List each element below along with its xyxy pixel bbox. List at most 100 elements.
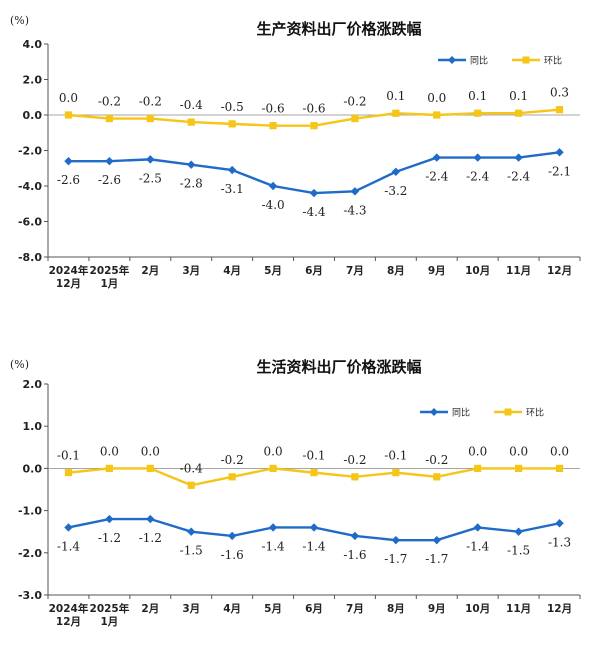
data-point-mom xyxy=(351,114,359,123)
data-label-yoy: -1.2 xyxy=(139,531,162,545)
data-label-yoy: -1.4 xyxy=(57,539,81,553)
x-tick-label: 7月 xyxy=(346,265,364,277)
data-label-yoy: -1.4 xyxy=(262,539,286,553)
chart-title: 生活资料出厂价格涨跌幅 xyxy=(256,358,421,376)
data-label-mom: 0.1 xyxy=(468,89,487,103)
data-point-mom xyxy=(146,464,154,472)
data-point-yoy xyxy=(432,535,441,545)
data-label-yoy: -2.6 xyxy=(57,173,80,187)
data-point-mom xyxy=(555,464,564,472)
y-unit-label: (%) xyxy=(10,358,29,371)
data-point-mom xyxy=(310,122,318,130)
y-unit-label: (%) xyxy=(10,14,29,27)
data-label-yoy: -1.5 xyxy=(180,544,203,558)
data-point-mom xyxy=(269,464,277,472)
data-point-yoy xyxy=(105,156,114,166)
y-tick-label: -8.0 xyxy=(18,251,42,264)
data-label-mom: -0.6 xyxy=(262,102,285,116)
data-label-yoy: -1.3 xyxy=(548,535,571,549)
data-point-yoy xyxy=(227,531,237,541)
data-label-yoy: -1.6 xyxy=(221,548,244,562)
data-point-mom xyxy=(187,481,195,489)
x-tick-label: 5月 xyxy=(264,603,282,615)
data-point-yoy xyxy=(309,523,319,532)
y-tick-label: 0.0 xyxy=(23,462,43,475)
data-point-yoy xyxy=(187,527,196,536)
legend-marker-diamond xyxy=(448,56,456,64)
data-label-mom: 0.1 xyxy=(386,89,405,103)
legend-marker-square xyxy=(504,408,512,416)
data-label-mom: 0.0 xyxy=(509,444,528,458)
data-label-mom: -0.1 xyxy=(302,449,325,463)
x-tick-label: 2025年 xyxy=(90,264,130,277)
data-label-mom: -0.5 xyxy=(221,100,244,114)
x-tick-label: 2024年 xyxy=(49,264,89,277)
data-point-mom xyxy=(64,111,73,119)
data-point-yoy xyxy=(473,153,482,162)
data-point-yoy xyxy=(432,153,441,162)
data-point-yoy xyxy=(555,148,564,157)
y-tick-label: -1.0 xyxy=(18,505,42,518)
data-label-yoy: -2.4 xyxy=(507,170,531,184)
data-point-mom xyxy=(146,114,154,123)
data-point-mom xyxy=(433,111,441,119)
y-tick-label: 4.0 xyxy=(23,38,43,51)
data-point-mom xyxy=(105,464,113,472)
data-point-mom xyxy=(64,469,73,477)
y-tick-label: -4.0 xyxy=(18,180,42,193)
x-tick-label: 11月 xyxy=(506,265,531,277)
x-tick-label: 5月 xyxy=(264,265,282,277)
data-label-yoy: -1.4 xyxy=(302,539,326,553)
chart-title: 生产资料出厂价格涨跌幅 xyxy=(256,20,421,38)
data-label-mom: 0.0 xyxy=(59,91,78,105)
data-label-yoy: -3.1 xyxy=(221,182,244,196)
data-label-mom: -0.2 xyxy=(425,453,448,467)
data-label-mom: 0.0 xyxy=(100,444,119,458)
data-point-yoy xyxy=(268,523,278,532)
data-label-yoy: -2.4 xyxy=(466,170,490,184)
y-tick-label: 2.0 xyxy=(23,378,43,391)
data-point-mom xyxy=(433,473,441,481)
data-point-yoy xyxy=(309,188,319,198)
data-label-yoy: -2.8 xyxy=(180,177,203,191)
y-tick-label: 1.0 xyxy=(23,420,43,433)
x-tick-label: 10月 xyxy=(465,603,490,615)
x-tick-label: 6月 xyxy=(305,265,323,277)
data-point-yoy xyxy=(187,160,196,169)
data-point-yoy xyxy=(514,527,523,536)
data-point-yoy xyxy=(391,167,401,176)
data-label-yoy: -1.4 xyxy=(466,539,490,553)
data-point-mom xyxy=(474,109,482,117)
data-point-yoy xyxy=(514,153,523,162)
data-point-yoy xyxy=(64,523,73,532)
chart-living-materials: 生活资料出厂价格涨跌幅 (%) 2.0 1.0 0.0 -1.0 -2.0 -3.0 2024年… xyxy=(10,358,581,628)
data-label-mom: -0.2 xyxy=(221,453,244,467)
y-tick-label: -2.0 xyxy=(18,547,42,560)
data-label-mom: -0.4 xyxy=(180,98,204,112)
y-tick-label: 2.0 xyxy=(23,74,43,87)
data-point-mom xyxy=(474,464,482,472)
data-label-mom: -0.2 xyxy=(139,95,162,109)
x-tick-label: 4月 xyxy=(223,265,241,277)
x-tick-label: 2月 xyxy=(141,265,159,277)
data-point-mom xyxy=(515,464,523,472)
data-point-mom xyxy=(105,114,113,123)
x-tick-label: 12月 xyxy=(547,603,572,615)
x-tick-label: 7月 xyxy=(346,603,364,615)
data-label-yoy: -4.0 xyxy=(262,198,285,212)
legend-marker-diamond xyxy=(430,408,438,416)
data-label-mom: -0.4 xyxy=(180,461,204,475)
data-point-mom xyxy=(392,469,400,477)
x-tick-label: 3月 xyxy=(182,603,200,615)
data-label-mom: 0.0 xyxy=(264,444,283,458)
data-label-yoy: -1.7 xyxy=(384,552,407,566)
data-label-yoy: -4.4 xyxy=(302,205,326,219)
data-point-yoy xyxy=(473,523,482,532)
data-label-mom: 0.0 xyxy=(550,444,569,458)
data-label-mom: -0.2 xyxy=(343,95,366,109)
data-point-mom xyxy=(269,122,277,130)
data-label-yoy: -2.5 xyxy=(139,171,162,185)
data-point-mom xyxy=(228,120,236,128)
data-label-mom: -0.1 xyxy=(384,449,407,463)
